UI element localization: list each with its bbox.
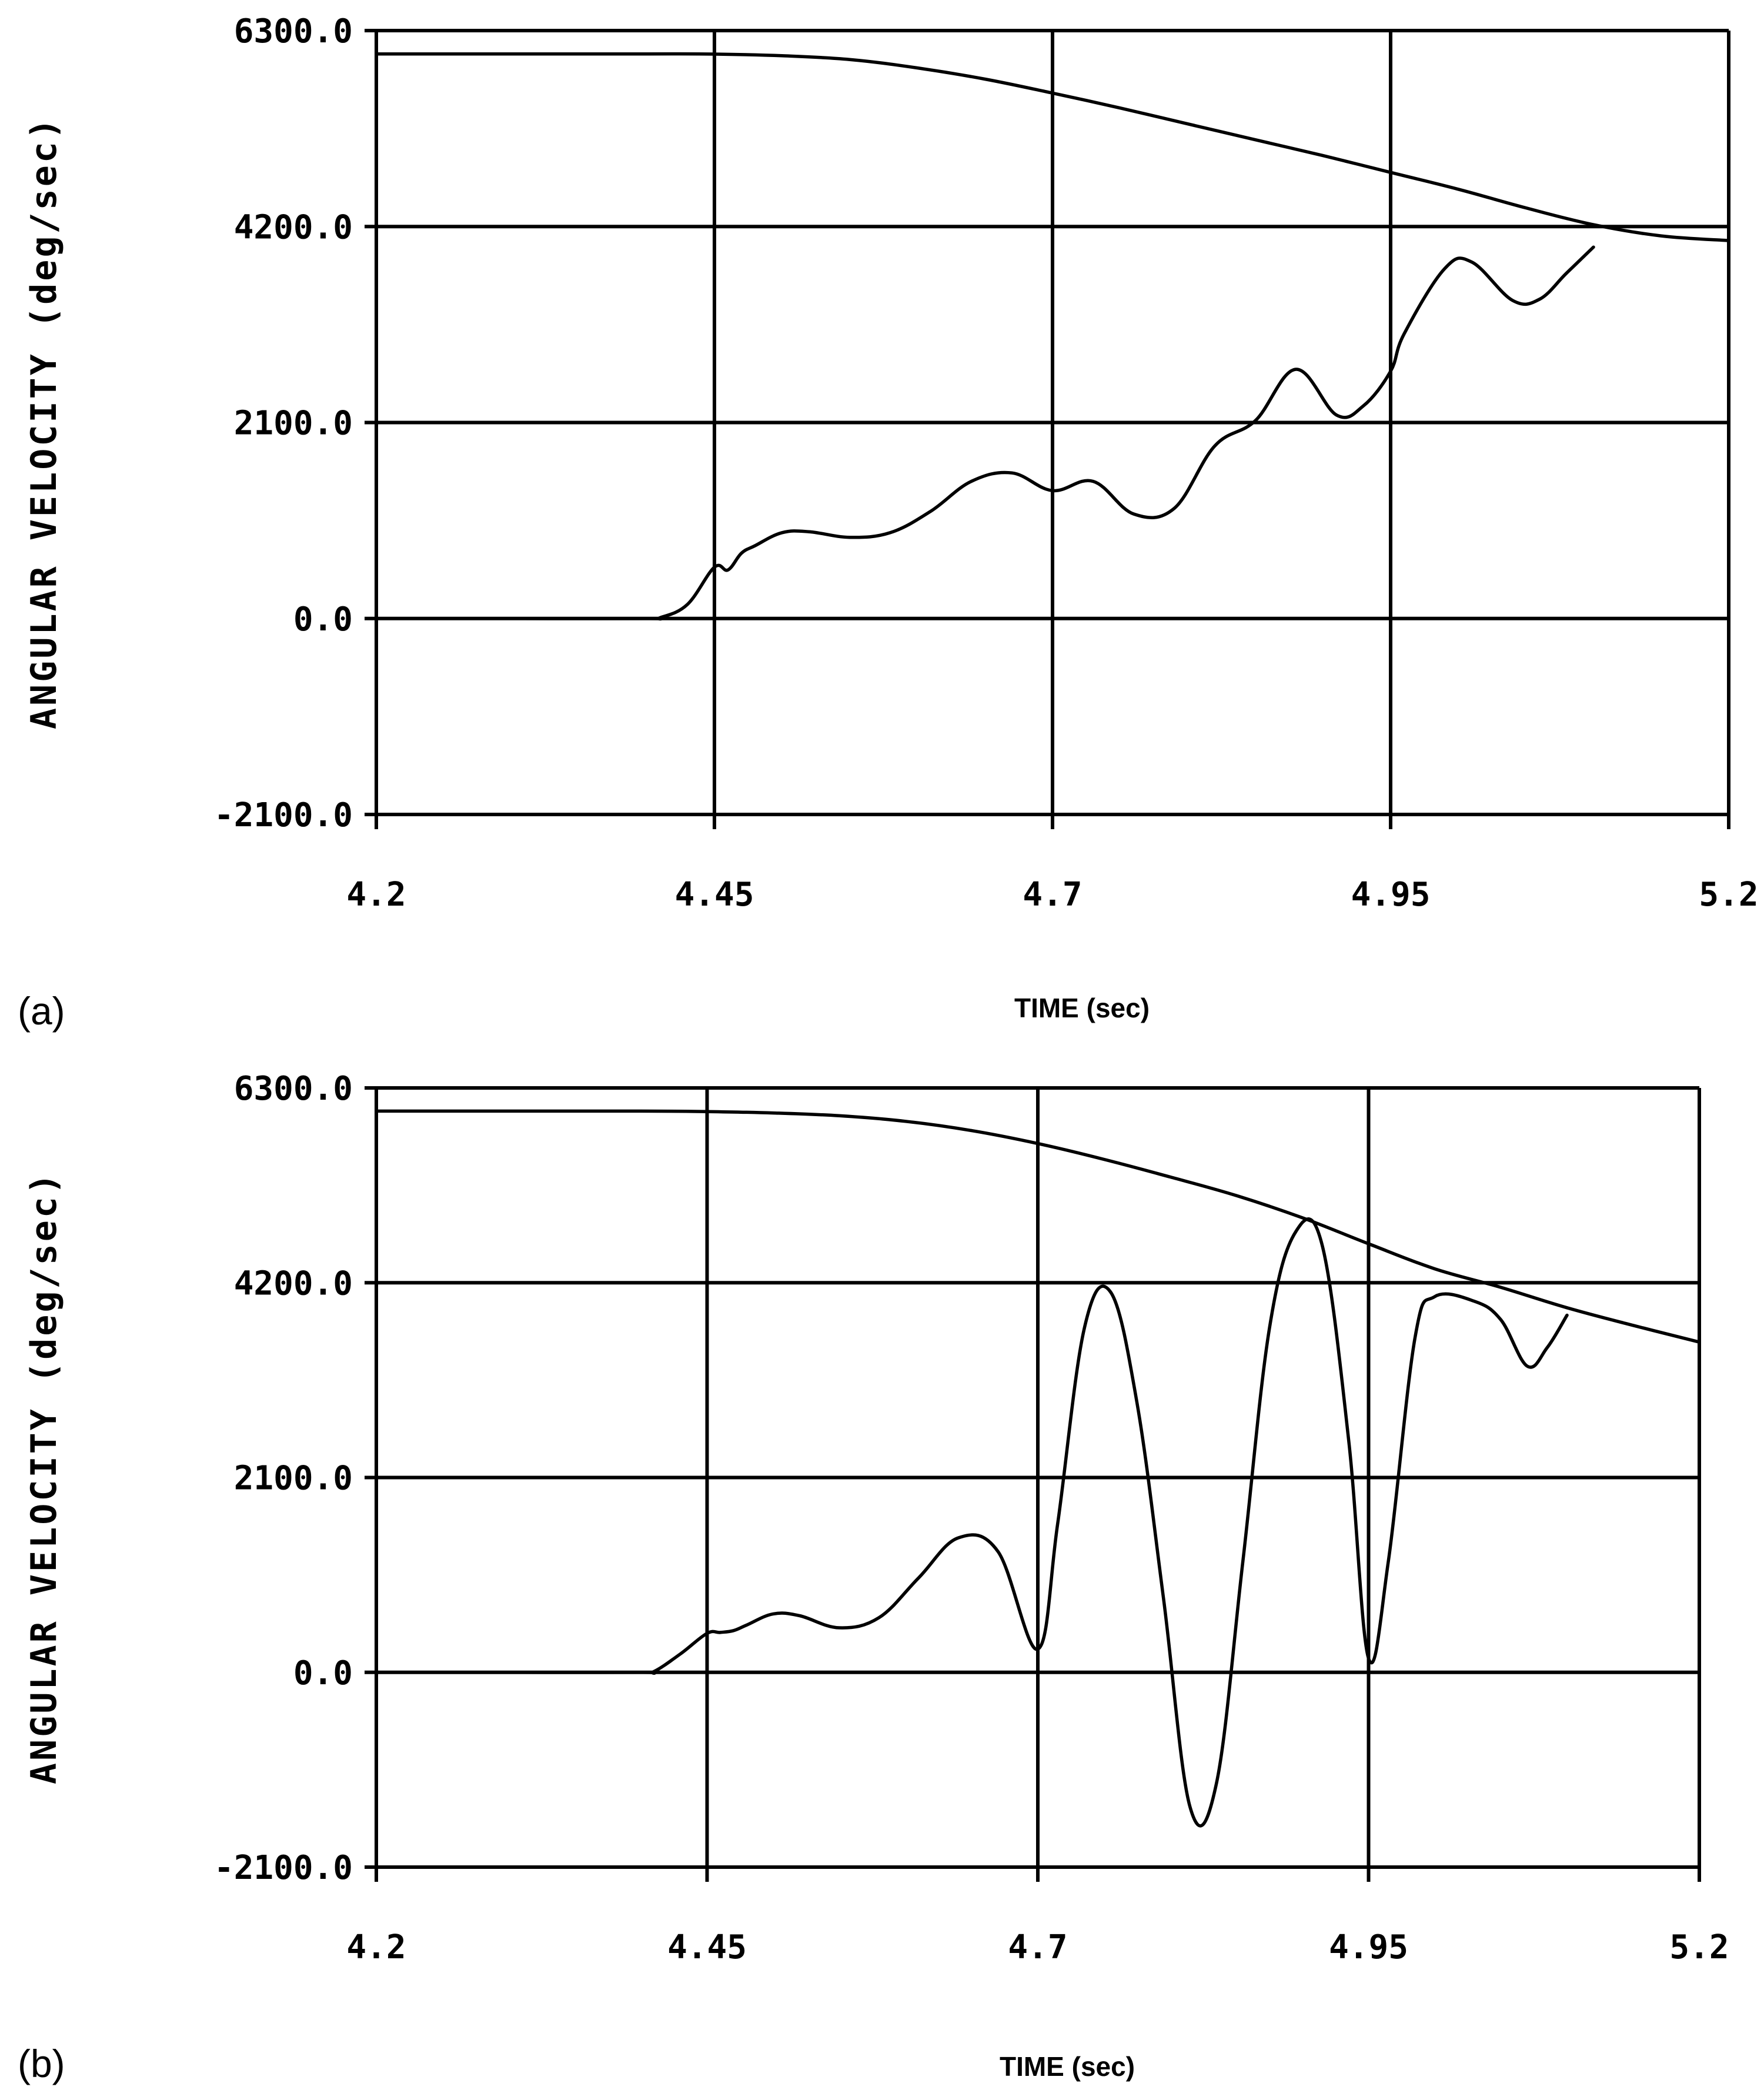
grid	[365, 1088, 1699, 1882]
plot-frame	[365, 1086, 1701, 1882]
x-axis-title: TIME (sec)	[1014, 993, 1150, 1023]
y-tick-label: 0.0	[293, 1654, 353, 1692]
y-tick-labels: 6300.0 4200.0 2100.0 0.0 -2100.0	[214, 1070, 353, 1887]
series-group	[375, 52, 1730, 621]
y-tick-label: 6300.0	[234, 1070, 353, 1108]
series-line-upper	[375, 1109, 1701, 1344]
x-axis-title: TIME (sec)	[1000, 2051, 1135, 2082]
y-tick-label: 4200.0	[234, 1264, 353, 1303]
y-axis-title: ANGULAR VELOCITY (deg/sec)	[24, 1171, 65, 1784]
x-tick-label: 4.95	[1329, 1928, 1408, 1967]
y-tick-label: -2100.0	[214, 1849, 353, 1887]
panel-label: (a)	[18, 989, 65, 1033]
panel-label: (b)	[18, 2042, 65, 2085]
grid	[365, 31, 1729, 829]
x-tick-label: 4.45	[667, 1928, 747, 1967]
y-tick-label: 0.0	[293, 600, 353, 639]
y-tick-label: 4200.0	[234, 208, 353, 246]
y-tick-label: 6300.0	[234, 12, 353, 51]
x-tick-label: 4.45	[675, 876, 754, 914]
x-tick-labels: 4.2 4.45 4.7 4.95 5.2	[346, 1928, 1729, 1967]
x-tick-label: 4.95	[1351, 876, 1431, 914]
y-tick-label: -2100.0	[214, 796, 353, 834]
y-tick-labels: 6300.0 4200.0 2100.0 0.0 -2100.0	[214, 12, 353, 834]
x-tick-labels: 4.2 4.45 4.7 4.95 5.2	[346, 876, 1758, 914]
x-tick-label: 4.7	[1023, 876, 1082, 914]
y-axis-title: ANGULAR VELOCITY (deg/sec)	[24, 116, 65, 729]
y-tick-label: 2100.0	[234, 1460, 353, 1498]
x-tick-label: 4.2	[346, 876, 406, 914]
x-tick-label: 4.2	[346, 1928, 406, 1967]
series-line-upper	[375, 52, 1730, 242]
series-group	[375, 1109, 1701, 1828]
x-tick-label: 5.2	[1699, 876, 1758, 914]
y-tick-label: 2100.0	[234, 405, 353, 443]
plot-frame	[365, 29, 1730, 829]
x-tick-label: 5.2	[1669, 1928, 1729, 1967]
x-tick-label: 4.7	[1008, 1928, 1067, 1967]
series-line-lower	[375, 245, 1595, 621]
series-line-lower	[375, 1217, 1569, 1828]
